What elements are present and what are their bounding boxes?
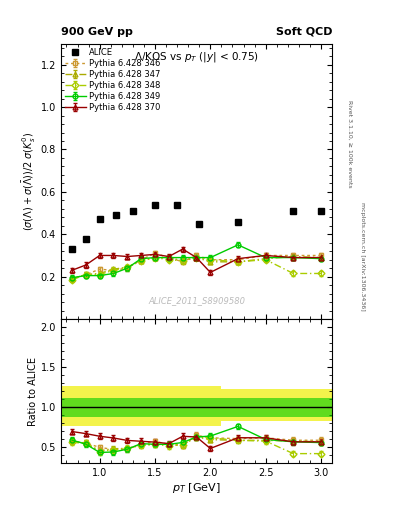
Text: mcplots.cern.ch [arXiv:1306.3436]: mcplots.cern.ch [arXiv:1306.3436] (360, 202, 365, 310)
Y-axis label: Ratio to ALICE: Ratio to ALICE (28, 357, 38, 425)
ALICE (175, 202, 180, 208)
Line: ALICE: ALICE (69, 201, 324, 252)
ALICE (83, 236, 88, 242)
ALICE (152, 202, 157, 208)
Text: ALICE_2011_S8909580: ALICE_2011_S8909580 (148, 296, 245, 305)
X-axis label: $p_{T}$ [GeV]: $p_{T}$ [GeV] (172, 481, 221, 495)
ALICE (114, 212, 119, 218)
Text: Rivet 3.1.10, ≥ 100k events: Rivet 3.1.10, ≥ 100k events (347, 99, 352, 187)
Legend: ALICE, Pythia 6.428 346, Pythia 6.428 347, Pythia 6.428 348, Pythia 6.428 349, P: ALICE, Pythia 6.428 346, Pythia 6.428 34… (63, 46, 162, 114)
ALICE (130, 208, 135, 214)
ALICE (97, 217, 102, 223)
ALICE (319, 208, 323, 214)
ALICE (70, 246, 74, 252)
Text: 900 GeV pp: 900 GeV pp (61, 27, 133, 37)
Text: $\Lambda$/KOS vs $p_{T}$ ($|y|$ < 0.75): $\Lambda$/KOS vs $p_{T}$ ($|y|$ < 0.75) (134, 50, 259, 65)
ALICE (236, 219, 241, 225)
Y-axis label: $(\sigma(\Lambda)+\sigma(\bar{\Lambda}))/2\ \sigma(K^{0}_{s})$: $(\sigma(\Lambda)+\sigma(\bar{\Lambda}))… (21, 132, 38, 231)
Text: Soft QCD: Soft QCD (275, 27, 332, 37)
ALICE (291, 208, 296, 214)
ALICE (197, 221, 202, 227)
